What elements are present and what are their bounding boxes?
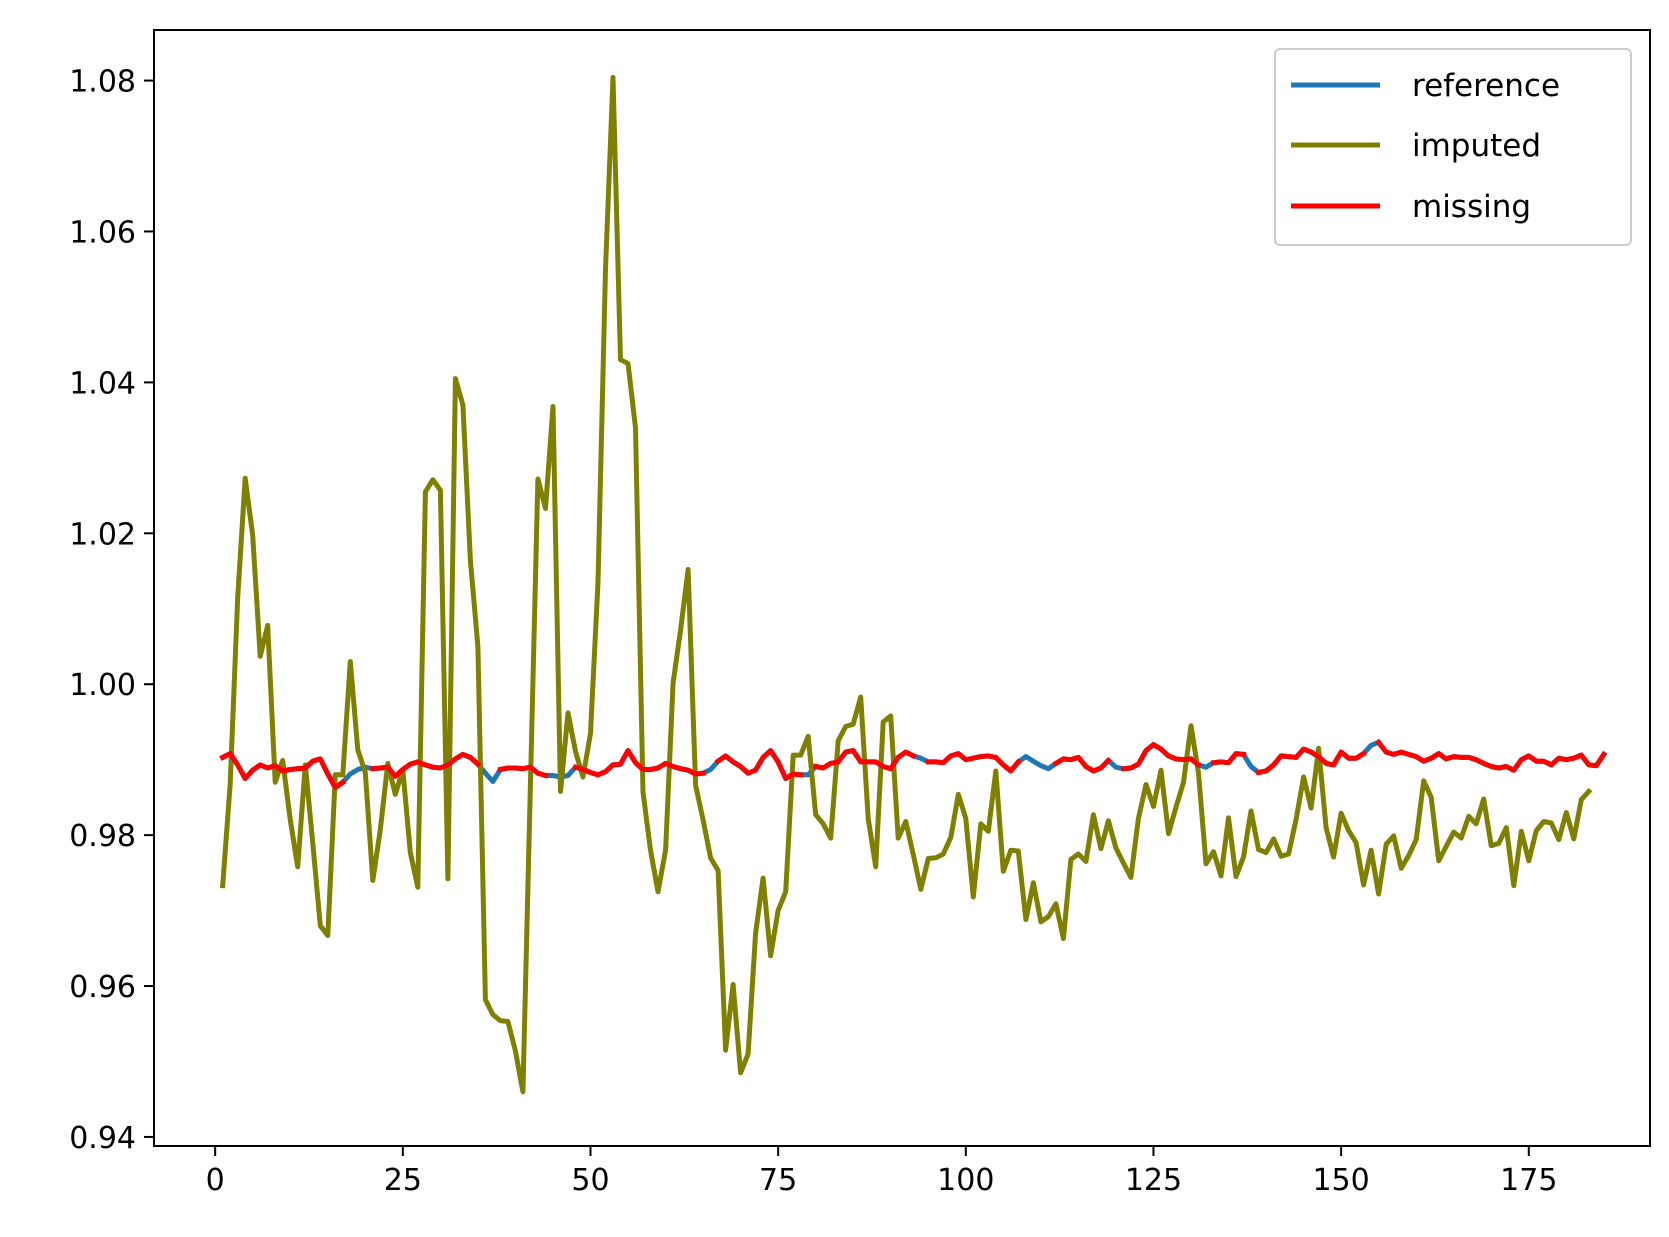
x-tick-label: 50 [571, 1163, 609, 1198]
x-tick-label: 0 [206, 1163, 225, 1198]
x-axis: 0 25 50 75 100 125 150 175 [206, 1146, 1557, 1198]
x-tick-label: 125 [1125, 1163, 1182, 1198]
x-tick-label: 75 [759, 1163, 797, 1198]
plot-area [153, 29, 1651, 1147]
y-tick-label: 0.96 [69, 970, 136, 1005]
legend-label-missing: missing [1412, 189, 1531, 225]
x-tick-label: 175 [1500, 1163, 1557, 1198]
y-tick-label: 0.98 [69, 819, 136, 854]
x-tick-label: 150 [1312, 1163, 1369, 1198]
axes-frame [153, 29, 1651, 1147]
series-line-imputed [220, 75, 1593, 1095]
series-line-missing [219, 738, 1608, 791]
legend-label-reference: reference [1412, 68, 1560, 104]
x-tick-label: 100 [937, 1163, 994, 1198]
y-tick-label: 1.08 [69, 65, 136, 100]
y-tick-label: 1.00 [69, 668, 136, 703]
x-tick-label: 25 [384, 1163, 422, 1198]
y-tick-label: 1.06 [69, 215, 136, 250]
y-tick-label: 0.94 [69, 1121, 136, 1156]
legend: reference imputed missing [1274, 48, 1632, 246]
y-tick-label: 1.02 [69, 517, 136, 552]
legend-label-imputed: imputed [1412, 128, 1541, 164]
legend-box [1274, 48, 1632, 246]
series-layer [219, 75, 1608, 1095]
y-axis: 0.94 0.96 0.98 1.00 1.02 1.04 1.06 1.08 [69, 65, 154, 1156]
y-tick-label: 1.04 [69, 366, 136, 401]
